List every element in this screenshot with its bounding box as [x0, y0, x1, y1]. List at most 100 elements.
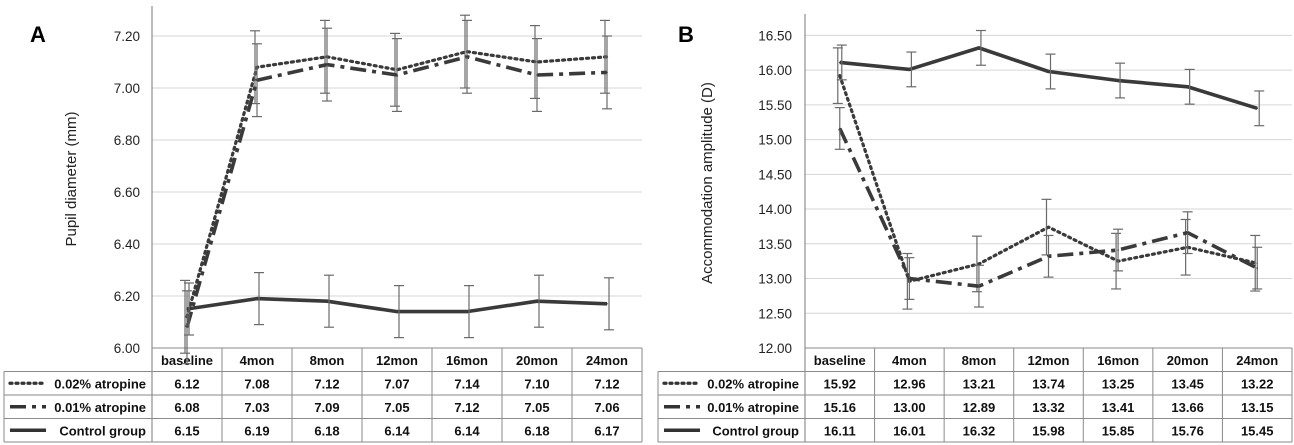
data-point: [908, 277, 911, 280]
table-cell-value: 7.12: [594, 376, 619, 391]
data-point: [606, 303, 608, 305]
table-cell-value: 7.03: [244, 400, 269, 415]
x-category-label: baseline: [814, 353, 866, 368]
y-tick-label: 14.50: [758, 167, 792, 182]
series-name: Control group: [712, 423, 799, 438]
y-axis-label: Accommodation amplitude (D): [699, 82, 716, 284]
table-cell-value: 12.96: [893, 376, 926, 391]
table-cell-value: 7.05: [524, 400, 549, 415]
series-line-solid: [839, 46, 1258, 111]
table-cell-value: 6.08: [174, 400, 199, 415]
table-cell-value: 13.22: [1241, 376, 1274, 391]
table-cell-value: 6.18: [524, 423, 549, 438]
table-cell-value: 16.01: [893, 423, 926, 438]
data-point: [606, 71, 608, 74]
table-cell-value: 6.14: [384, 423, 410, 438]
data-point: [466, 310, 468, 313]
series-name: Control group: [59, 423, 146, 438]
series-line-solid: [186, 296, 608, 314]
table-cell-value: 13.41: [1102, 400, 1135, 415]
table-cell-value: 15.92: [824, 376, 857, 391]
data-point: [838, 61, 841, 64]
data-point: [838, 127, 841, 130]
y-tick-label: 7.00: [114, 81, 140, 96]
data-point: [396, 310, 398, 313]
table-cell-value: 16.11: [824, 423, 856, 438]
panel-label: A: [30, 22, 46, 47]
table-cell-value: 15.76: [1171, 423, 1204, 438]
data-point: [326, 300, 328, 303]
y-tick-label: 6.40: [114, 237, 140, 252]
data-point: [1047, 226, 1050, 228]
x-category-label: 12mon: [1028, 353, 1070, 368]
data-point: [1047, 255, 1050, 258]
panel-label: B: [678, 22, 694, 47]
x-category-label: 16mon: [446, 353, 488, 368]
table-cell-value: 6.14: [454, 423, 480, 438]
data-point: [978, 47, 980, 49]
y-tick-label: 6.20: [114, 289, 140, 304]
table-cell-value: 7.10: [524, 376, 549, 391]
data-point: [1117, 79, 1119, 82]
data-point: [536, 74, 538, 76]
x-category-label: 4mon: [240, 353, 275, 368]
table-cell-value: 7.12: [314, 376, 339, 391]
data-point: [256, 79, 258, 81]
x-category-label: 20mon: [1167, 353, 1209, 368]
data-point: [326, 63, 328, 66]
table-cell-value: 7.05: [384, 400, 409, 415]
data-point: [536, 300, 538, 303]
table-cell-value: 7.08: [244, 376, 269, 391]
series-name: 0.01% atropine: [707, 400, 799, 415]
y-tick-label: 12.00: [758, 341, 792, 356]
table-cell-value: 15.16: [824, 400, 857, 415]
table-cell-value: 7.12: [454, 400, 479, 415]
data-point: [186, 308, 188, 310]
chart-a: A 6.00 6.20 6.40 6.60 6.80 7.00 7.20 Pupil diame…: [3, 6, 643, 443]
x-category-label: 24mon: [586, 353, 628, 368]
table-cell-value: 12.89: [963, 400, 996, 415]
table-cell-value: 13.00: [893, 400, 926, 415]
series-name: 0.02% atropine: [54, 376, 146, 391]
data-point: [1186, 231, 1189, 234]
y-tick-label: 15.50: [758, 98, 792, 113]
data-point: [1186, 85, 1189, 88]
table-cell-value: 6.12: [174, 376, 199, 391]
table-cell-value: 7.06: [594, 400, 619, 415]
x-category-label: 12mon: [376, 353, 418, 368]
x-category-label: 4mon: [892, 353, 927, 368]
data-point: [1256, 267, 1259, 269]
table-cell-value: 6.18: [314, 423, 339, 438]
y-tick-label: 13.50: [758, 237, 792, 252]
y-tick-label: 7.20: [114, 29, 140, 44]
series-name: 0.01% atropine: [54, 400, 146, 415]
table-cell-value: 13.74: [1032, 376, 1065, 391]
data-point: [186, 326, 188, 329]
data-point: [978, 263, 980, 265]
chart-b: B 12.00 12.50 13.00 13.50 14.00 14.50 15.00 15.5…: [657, 14, 1293, 443]
data-point: [1047, 70, 1050, 73]
table-cell-value: 15.85: [1102, 423, 1135, 438]
y-tick-label: 15.00: [758, 133, 792, 148]
y-axis-label: Pupil diameter (mm): [63, 111, 80, 246]
data-point: [466, 56, 468, 58]
table-cell-value: 13.45: [1171, 376, 1204, 391]
table-cell-value: 13.21: [963, 376, 996, 391]
table-cell-value: 15.45: [1241, 423, 1274, 438]
table-cell-value: 13.15: [1241, 400, 1274, 415]
table-cell-value: 13.25: [1102, 376, 1135, 391]
y-tick-label: 16.00: [758, 63, 792, 78]
table-cell-value: 7.09: [314, 400, 339, 415]
y-tick-label: 6.60: [114, 185, 140, 200]
x-category-label: 20mon: [516, 353, 558, 368]
data-point: [978, 285, 980, 287]
y-tick-label: 12.50: [758, 306, 792, 321]
x-category-label: 8mon: [310, 353, 345, 368]
series-name: 0.02% atropine: [707, 376, 799, 391]
x-category-label: 24mon: [1236, 353, 1278, 368]
table-cell-value: 6.19: [244, 423, 269, 438]
table-cell-value: 6.15: [174, 423, 199, 438]
x-category-label: 8mon: [962, 353, 997, 368]
y-tick-label: 13.00: [758, 272, 792, 287]
table-cell-value: 7.14: [454, 376, 480, 391]
